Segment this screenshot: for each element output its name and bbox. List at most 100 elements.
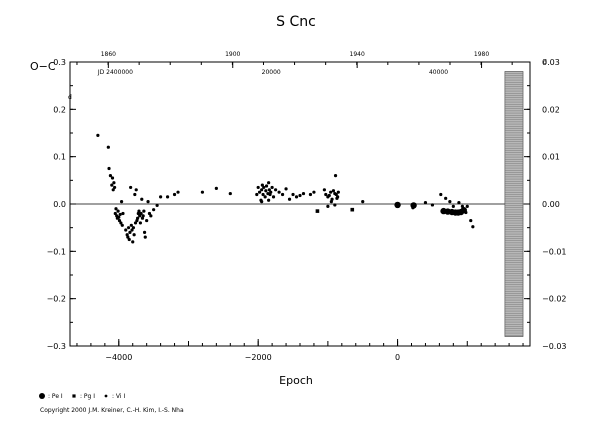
data-point-vi (308, 192, 313, 197)
data-point-vi (228, 191, 232, 196)
data-point-vi (464, 210, 468, 215)
data-point-vi (96, 133, 100, 137)
top-year-label: 1980 (474, 51, 489, 58)
data-point-vi (140, 197, 144, 201)
data-point-vi (333, 203, 337, 207)
data-point-vi (119, 221, 123, 225)
data-point-vi (327, 193, 331, 198)
legend-marker-pe (39, 393, 45, 399)
data-point-vi (134, 188, 138, 192)
data-point-vi (124, 228, 128, 232)
y-tick-label: −0.2 (47, 295, 66, 304)
data-point-vi (444, 196, 448, 200)
data-point-vi (291, 192, 295, 197)
data-point-vi (128, 230, 132, 234)
data-point-vi (136, 216, 140, 220)
data-point-vi (131, 240, 135, 244)
x-tick-label: −2000 (245, 353, 272, 362)
x-tick-label: −4000 (105, 353, 132, 362)
data-point-vi (255, 192, 259, 197)
data-point-pe (394, 201, 401, 209)
data-point-vi (146, 200, 150, 204)
data-point-vi (130, 228, 134, 232)
data-point-vi (106, 145, 110, 149)
right-y-tick-label: 0.03 (542, 58, 560, 67)
data-point-vi (267, 198, 271, 202)
data-point-vi (152, 208, 156, 212)
data-point-vi (145, 218, 149, 223)
data-point-vi (284, 187, 288, 191)
data-point-vi (120, 223, 124, 227)
data-point-vi (257, 190, 262, 194)
data-point-vi (334, 192, 338, 197)
data-point-vi (294, 195, 299, 199)
data-point-vi (336, 195, 340, 199)
data-point-vi (274, 188, 278, 192)
data-point-vi (451, 204, 455, 208)
data-point-vi (271, 195, 276, 199)
legend-marker-vi (104, 394, 108, 398)
data-point-vi (298, 193, 302, 198)
data-point-vi (118, 212, 122, 217)
data-point-vi (133, 192, 137, 197)
data-point-vi (137, 209, 141, 213)
future-band (504, 71, 524, 337)
data-point-vi (336, 190, 340, 194)
jd-label: 20000 (262, 69, 281, 76)
y-tick-label: 0.3 (53, 58, 66, 67)
data-point-vi (280, 192, 285, 197)
data-point-vi (172, 192, 177, 197)
right-y-tick-label: 0.00 (542, 200, 560, 209)
legend-marker-pg (72, 394, 76, 398)
data-point-vi (260, 188, 264, 192)
data-point-vi (126, 235, 130, 239)
data-point-vi (133, 221, 138, 225)
right-y-tick-label: 0.02 (542, 105, 560, 114)
data-point-vi (326, 204, 330, 208)
data-point-vi (471, 225, 475, 229)
data-point-vi (263, 195, 267, 199)
y-tick-label: −0.1 (47, 247, 66, 256)
right-y-tick-label: 0.01 (542, 153, 560, 162)
data-point-vi (159, 195, 163, 199)
data-point-vi (139, 211, 143, 216)
data-point-vi (439, 192, 443, 197)
data-point-vi (132, 233, 136, 237)
data-point-vi (329, 200, 333, 204)
data-point-vi (149, 214, 153, 218)
data-point-vi (256, 185, 260, 190)
data-point-pg (350, 207, 355, 212)
data-point-vi (411, 206, 415, 210)
data-point-vi (117, 218, 122, 223)
data-point-vi (126, 226, 131, 230)
data-point-vi (457, 200, 461, 205)
data-point-vi (331, 189, 336, 193)
data-point-vi (264, 189, 268, 193)
data-point-vi (142, 209, 146, 213)
data-point-vi (312, 190, 316, 194)
top-year-label: 1860 (101, 51, 116, 58)
data-point-vi (465, 204, 469, 208)
data-point-vi (448, 200, 452, 204)
data-point-vi (110, 183, 114, 187)
top-year-label: 1940 (350, 51, 365, 58)
data-point-vi (138, 214, 142, 218)
data-point-vi (138, 221, 142, 225)
data-point-vi (147, 211, 152, 216)
data-point-vi (129, 185, 133, 190)
y-unit-right-marker: d (543, 59, 547, 66)
copyright-text: Copyright 2000 J.M. Kreiner, C.-H. Kim, … (40, 407, 184, 414)
data-point-vi (143, 235, 147, 239)
data-point-vi (121, 211, 125, 216)
data-point-vi (107, 166, 111, 171)
data-point-vi (129, 223, 133, 227)
data-point-vi (113, 185, 117, 190)
data-point-vi (142, 230, 147, 234)
data-point-pg (315, 209, 320, 213)
y-tick-label: −0.3 (47, 342, 66, 351)
data-point-vi (116, 209, 120, 213)
data-point-vi (113, 211, 117, 216)
data-point-vi (176, 190, 180, 194)
legend-label: : Pg I (80, 393, 95, 400)
